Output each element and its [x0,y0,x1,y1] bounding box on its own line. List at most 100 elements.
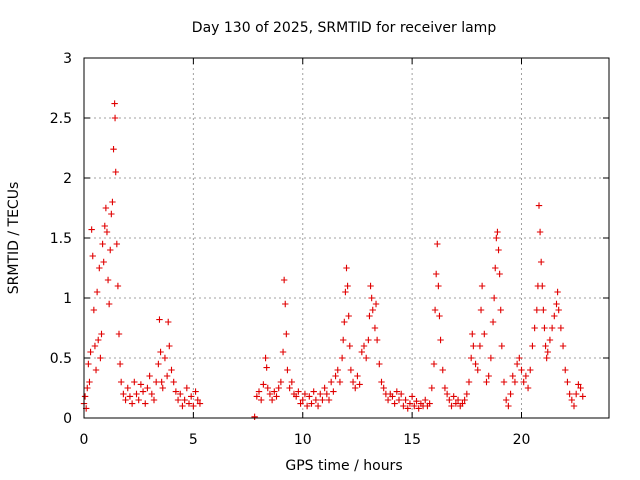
data-point [172,388,180,395]
data-point [277,378,285,386]
data-point [432,270,440,278]
data-point [114,282,122,290]
data-point [384,396,392,404]
data-point [88,226,95,233]
data-point [537,258,545,266]
data-point [103,228,111,236]
data-point [310,388,317,395]
data-point [332,372,339,380]
data-point [275,384,282,392]
data-point [422,396,429,404]
data-point [489,318,497,326]
data-point [472,360,479,368]
data-point [321,384,328,392]
data-point [297,400,304,407]
data-point [575,381,582,388]
data-point [367,282,374,290]
data-point [251,413,258,420]
data-point [306,393,313,400]
data-point [187,393,195,400]
data-point [478,282,486,290]
data-point [393,388,401,395]
data-point [284,366,291,374]
data-point [279,348,287,356]
data-point [463,390,471,398]
data-point [115,330,123,338]
data-point [263,364,270,371]
data-point [389,393,396,400]
data-point [330,388,337,395]
data-point [116,360,124,368]
data-point [518,366,525,374]
data-point [465,378,473,386]
x-tick-label: 5 [189,432,198,448]
data-point [92,366,100,374]
data-point [157,348,164,356]
data-point [126,393,134,400]
data-point [292,393,300,400]
data-point [548,324,556,332]
data-point [105,300,113,308]
data-point [470,342,477,350]
data-point [477,306,485,314]
data-point [257,396,265,404]
data-point [481,330,488,338]
data-point [142,400,149,407]
data-point [371,324,379,332]
data-point [448,402,455,410]
data-point [190,402,197,410]
data-point [495,246,502,254]
data-point [531,324,538,332]
data-point [128,400,136,407]
y-tick-label: 1 [63,291,72,307]
data-point [452,400,460,407]
data-point [476,342,484,350]
y-axis-label: SRMTID / TECUs [6,182,22,295]
data-point [402,396,409,404]
data-point [345,312,352,320]
data-point [426,400,433,407]
data-point [498,342,506,350]
data-point [511,378,519,386]
data-point [344,282,351,290]
data-point [301,390,309,398]
data-point [347,366,355,374]
data-point [404,405,411,412]
data-point [544,348,551,356]
data-point [111,100,118,107]
data-point [113,240,121,248]
data-point [516,354,523,362]
data-point [107,246,114,254]
data-point [434,240,441,248]
data-point [139,388,147,395]
data-point [308,400,315,407]
x-tick-label: 20 [513,432,531,448]
data-point [435,282,442,290]
data-point [483,378,490,386]
y-tick-label: 3 [63,51,72,67]
data-point [86,378,93,386]
y-tick-label: 1.5 [50,231,72,247]
data-point [181,396,188,404]
tick-labels-layer: 0 0.5 1 1.5 2 2.5 3 0 5 10 15 20 [50,51,531,448]
data-point [159,384,166,392]
data-point [96,264,103,272]
data-point [95,336,102,344]
data-point [255,388,263,395]
data-point [323,390,331,398]
data-point [450,393,457,400]
data-point [373,336,381,344]
data-point [542,342,549,350]
data-point [81,393,89,400]
points-layer [80,100,586,420]
data-point [108,210,115,218]
data-point [522,372,530,380]
data-point [492,264,499,272]
data-point [369,306,376,314]
data-point [196,400,204,407]
data-point [85,360,92,368]
data-point [253,393,261,400]
data-point [150,396,158,404]
data-point [541,324,548,332]
